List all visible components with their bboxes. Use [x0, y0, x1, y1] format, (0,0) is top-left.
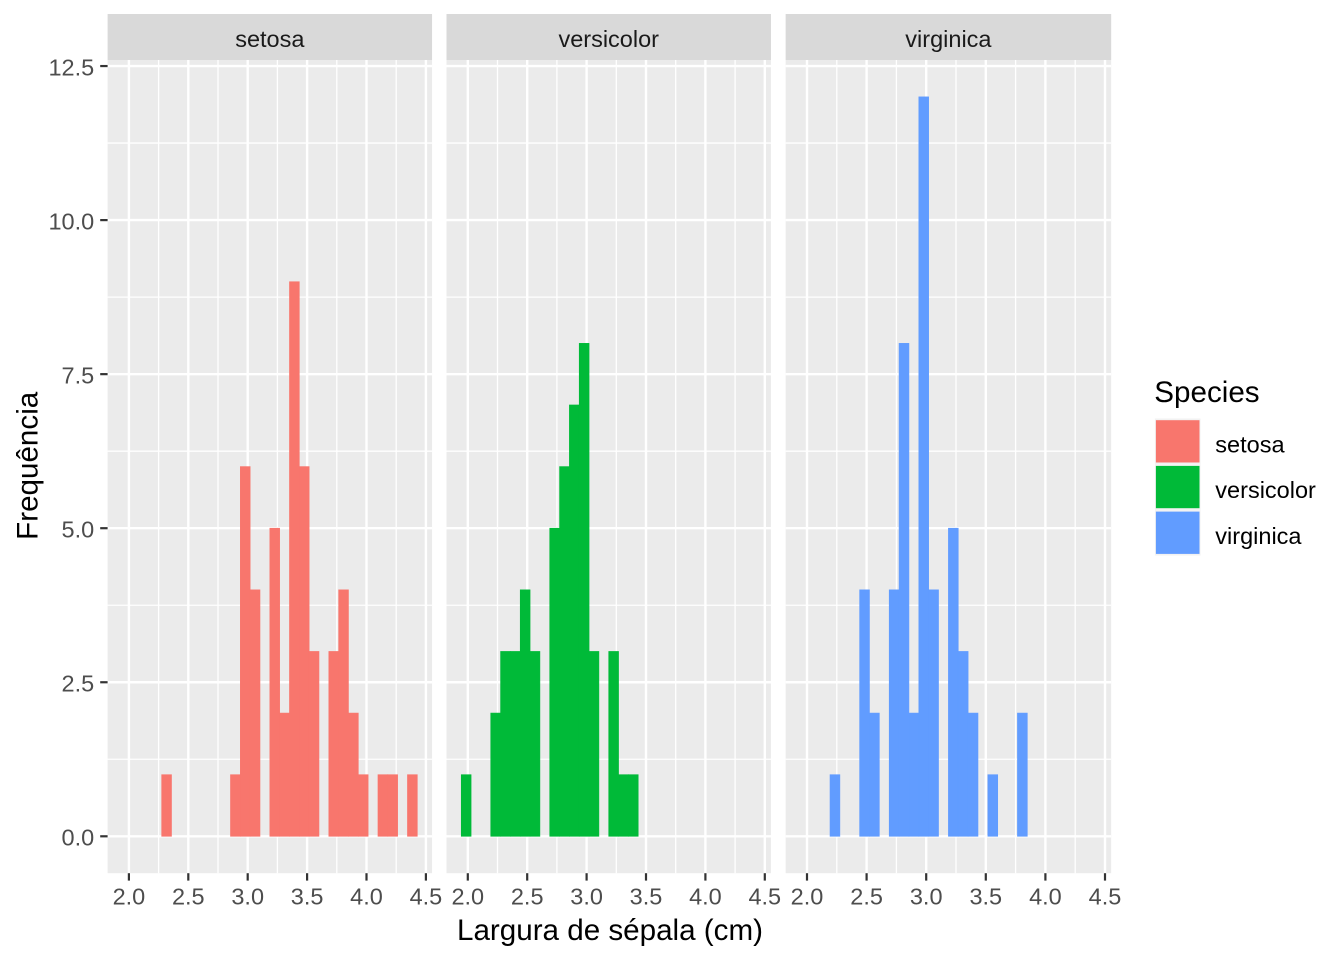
- svg-text:0.0: 0.0: [62, 825, 95, 851]
- svg-text:versicolor: versicolor: [558, 26, 659, 52]
- svg-text:2.5: 2.5: [511, 883, 544, 909]
- svg-text:2.0: 2.0: [451, 883, 484, 909]
- svg-text:Species: Species: [1154, 376, 1259, 409]
- svg-text:3.5: 3.5: [291, 883, 324, 909]
- svg-text:3.0: 3.0: [570, 883, 603, 909]
- svg-text:4.0: 4.0: [689, 883, 722, 909]
- svg-text:virginica: virginica: [1215, 523, 1302, 549]
- svg-text:4.0: 4.0: [350, 883, 383, 909]
- svg-text:2.0: 2.0: [113, 883, 146, 909]
- svg-text:3.0: 3.0: [910, 883, 943, 909]
- svg-text:3.5: 3.5: [969, 883, 1002, 909]
- svg-text:3.0: 3.0: [231, 883, 264, 909]
- svg-text:setosa: setosa: [235, 26, 305, 52]
- svg-text:2.0: 2.0: [791, 883, 824, 909]
- svg-text:3.5: 3.5: [630, 883, 663, 909]
- svg-text:Largura de sépala (cm): Largura de sépala (cm): [457, 914, 763, 947]
- svg-text:4.5: 4.5: [748, 883, 781, 909]
- svg-text:versicolor: versicolor: [1215, 477, 1316, 503]
- svg-text:4.5: 4.5: [410, 883, 443, 909]
- svg-text:2.5: 2.5: [850, 883, 883, 909]
- svg-text:2.5: 2.5: [172, 883, 205, 909]
- svg-text:10.0: 10.0: [48, 208, 94, 234]
- svg-text:virginica: virginica: [905, 26, 992, 52]
- svg-text:setosa: setosa: [1215, 432, 1285, 458]
- svg-text:4.0: 4.0: [1029, 883, 1062, 909]
- svg-text:12.5: 12.5: [48, 54, 94, 80]
- svg-text:Frequência: Frequência: [12, 391, 45, 540]
- svg-text:4.5: 4.5: [1089, 883, 1122, 909]
- svg-text:2.5: 2.5: [62, 671, 95, 697]
- svg-text:5.0: 5.0: [62, 517, 95, 543]
- svg-text:7.5: 7.5: [62, 362, 95, 388]
